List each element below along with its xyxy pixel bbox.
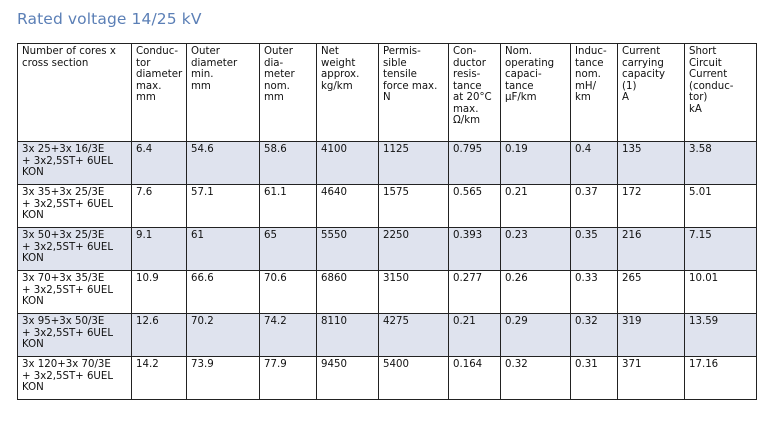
table-header-row: Number of cores x cross section Conduc- … — [17, 43, 757, 142]
column-header: Outer diameter min. mm — [186, 43, 260, 142]
table-row: 3x 95+3x 50/3E + 3x2,5ST+ 6UEL KON 12.6 … — [17, 313, 757, 357]
table-cell: 3x 50+3x 25/3E + 3x2,5ST+ 6UEL KON — [17, 227, 132, 271]
table-cell: 4100 — [316, 141, 379, 185]
table-cell: 4275 — [378, 313, 449, 357]
table-cell: 0.37 — [570, 184, 618, 228]
table-row: 3x 70+3x 35/3E + 3x2,5ST+ 6UEL KON 10.9 … — [17, 270, 757, 314]
table-cell: 0.795 — [448, 141, 501, 185]
table-cell: 0.35 — [570, 227, 618, 271]
table-cell: 2250 — [378, 227, 449, 271]
column-header: Nom. operating capaci- tance µF/km — [500, 43, 571, 142]
table-cell: 1125 — [378, 141, 449, 185]
table-cell: 61.1 — [259, 184, 317, 228]
table-cell: 9450 — [316, 356, 379, 400]
table-cell: 3x 95+3x 50/3E + 3x2,5ST+ 6UEL KON — [17, 313, 132, 357]
table-cell: 3.58 — [684, 141, 757, 185]
table-cell: 70.6 — [259, 270, 317, 314]
table-cell: 74.2 — [259, 313, 317, 357]
table-cell: 65 — [259, 227, 317, 271]
column-header: Number of cores x cross section — [17, 43, 132, 142]
table-cell: 0.32 — [570, 313, 618, 357]
table-cell: 3150 — [378, 270, 449, 314]
table-cell: 1575 — [378, 184, 449, 228]
table-cell: 0.32 — [500, 356, 571, 400]
table-cell: 319 — [617, 313, 685, 357]
table-cell: 0.19 — [500, 141, 571, 185]
table-cell: 0.565 — [448, 184, 501, 228]
table-cell: 0.33 — [570, 270, 618, 314]
table-cell: 0.23 — [500, 227, 571, 271]
table-row: 3x 35+3x 25/3E + 3x2,5ST+ 6UEL KON 7.6 5… — [17, 184, 757, 228]
table-cell: 216 — [617, 227, 685, 271]
table-cell: 77.9 — [259, 356, 317, 400]
table-cell: 6860 — [316, 270, 379, 314]
table-cell: 5400 — [378, 356, 449, 400]
table-cell: 0.164 — [448, 356, 501, 400]
table-cell: 3x 25+3x 16/3E + 3x2,5ST+ 6UEL KON — [17, 141, 132, 185]
table-row: 3x 50+3x 25/3E + 3x2,5ST+ 6UEL KON 9.1 6… — [17, 227, 757, 271]
table-cell: 14.2 — [131, 356, 187, 400]
table-cell: 3x 35+3x 25/3E + 3x2,5ST+ 6UEL KON — [17, 184, 132, 228]
table-cell: 66.6 — [186, 270, 260, 314]
table-cell: 265 — [617, 270, 685, 314]
column-header: Con- ductor resis- tance at 20°C max. Ω/… — [448, 43, 501, 142]
column-header: Current carrying capacity (1) A — [617, 43, 685, 142]
table-cell: 8110 — [316, 313, 379, 357]
table-cell: 54.6 — [186, 141, 260, 185]
table-row: 3x 25+3x 16/3E + 3x2,5ST+ 6UEL KON 6.4 5… — [17, 141, 757, 185]
table-cell: 0.21 — [500, 184, 571, 228]
table-row: 3x 120+3x 70/3E + 3x2,5ST+ 6UEL KON 14.2… — [17, 356, 757, 400]
table-cell: 0.393 — [448, 227, 501, 271]
table-cell: 0.29 — [500, 313, 571, 357]
column-header: Induc- tance nom. mH/ km — [570, 43, 618, 142]
table-cell: 371 — [617, 356, 685, 400]
table-cell: 3x 120+3x 70/3E + 3x2,5ST+ 6UEL KON — [17, 356, 132, 400]
table-cell: 5550 — [316, 227, 379, 271]
column-header: Outer dia- meter nom. mm — [259, 43, 317, 142]
table-cell: 70.2 — [186, 313, 260, 357]
table-cell: 0.277 — [448, 270, 501, 314]
table-cell: 4640 — [316, 184, 379, 228]
table-cell: 5.01 — [684, 184, 757, 228]
table-cell: 10.01 — [684, 270, 757, 314]
table-cell: 0.26 — [500, 270, 571, 314]
table-cell: 73.9 — [186, 356, 260, 400]
column-header: Conduc- tor diameter max. mm — [131, 43, 187, 142]
table-cell: 135 — [617, 141, 685, 185]
table-cell: 3x 70+3x 35/3E + 3x2,5ST+ 6UEL KON — [17, 270, 132, 314]
table-cell: 0.4 — [570, 141, 618, 185]
table-cell: 17.16 — [684, 356, 757, 400]
table-cell: 58.6 — [259, 141, 317, 185]
table-cell: 9.1 — [131, 227, 187, 271]
table-cell: 7.15 — [684, 227, 757, 271]
cable-spec-table: Number of cores x cross section Conduc- … — [17, 43, 757, 400]
table-cell: 172 — [617, 184, 685, 228]
table-cell: 7.6 — [131, 184, 187, 228]
table-cell: 13.59 — [684, 313, 757, 357]
table-cell: 10.9 — [131, 270, 187, 314]
table-cell: 61 — [186, 227, 260, 271]
page-title: Rated voltage 14/25 kV — [17, 10, 202, 28]
column-header: Permis- sible tensile force max. N — [378, 43, 449, 142]
table-cell: 12.6 — [131, 313, 187, 357]
column-header: Net weight approx. kg/km — [316, 43, 379, 142]
table-cell: 57.1 — [186, 184, 260, 228]
table-cell: 0.31 — [570, 356, 618, 400]
table-cell: 6.4 — [131, 141, 187, 185]
table-cell: 0.21 — [448, 313, 501, 357]
column-header: Short Circuit Current (conduc- tor) kA — [684, 43, 757, 142]
